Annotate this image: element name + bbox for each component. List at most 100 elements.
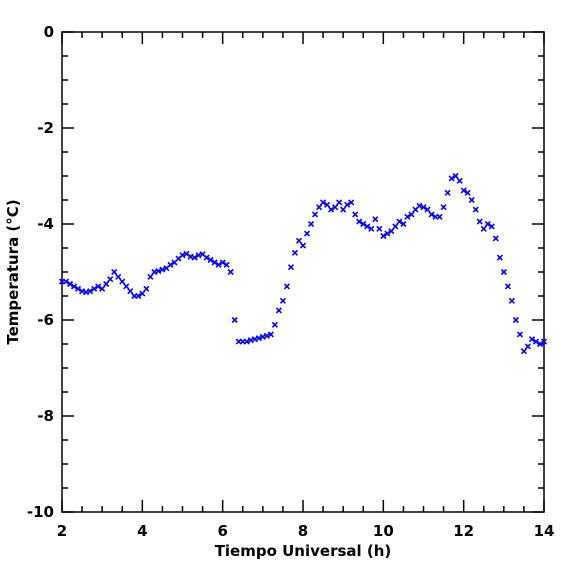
data-point xyxy=(62,278,70,285)
data-point xyxy=(167,261,174,268)
data-point xyxy=(360,220,367,228)
data-point xyxy=(271,321,278,328)
data-point xyxy=(336,199,343,206)
data-point xyxy=(103,280,110,288)
data-point xyxy=(372,216,379,223)
data-point xyxy=(91,285,98,292)
x-tick-label: 12 xyxy=(453,522,474,540)
data-point xyxy=(147,273,154,280)
y-tick-label: -2 xyxy=(37,119,54,137)
data-point xyxy=(440,204,447,211)
data-point xyxy=(111,268,118,276)
data-point xyxy=(303,230,311,237)
data-point xyxy=(231,316,238,324)
data-point xyxy=(191,254,198,261)
data-point xyxy=(307,220,315,228)
data-point xyxy=(524,343,531,350)
data-point xyxy=(340,206,347,213)
x-tick-label: 14 xyxy=(534,522,555,540)
data-point xyxy=(99,285,106,292)
data-point xyxy=(287,264,295,271)
data-point xyxy=(488,223,495,230)
data-point xyxy=(328,206,335,213)
data-point xyxy=(492,235,499,242)
data-point xyxy=(291,249,299,256)
data-point xyxy=(320,199,327,206)
data-point xyxy=(215,261,222,268)
data-point xyxy=(299,242,307,249)
data-point xyxy=(295,237,303,244)
data-point xyxy=(227,268,234,276)
data-point xyxy=(95,283,102,290)
data-point xyxy=(448,175,455,182)
data-point xyxy=(500,268,507,276)
data-point xyxy=(267,331,274,338)
data-point xyxy=(275,307,282,314)
x-tick-label: 2 xyxy=(57,522,67,540)
data-point xyxy=(223,261,230,268)
data-point xyxy=(119,278,126,285)
data-point xyxy=(472,206,479,213)
data-point xyxy=(107,276,114,283)
data-point xyxy=(66,280,74,288)
data-point xyxy=(408,211,415,218)
data-point xyxy=(380,232,387,240)
y-tick-label: 0 xyxy=(44,23,54,41)
data-point xyxy=(159,266,166,273)
x-axis-label: Tiempo Universal (h) xyxy=(215,542,392,560)
data-point xyxy=(368,225,375,232)
data-point xyxy=(496,254,503,261)
data-point xyxy=(139,290,146,297)
data-point xyxy=(364,223,371,230)
data-point xyxy=(424,206,431,213)
data-point xyxy=(436,213,443,220)
data-point xyxy=(179,252,186,259)
data-point xyxy=(504,283,511,290)
data-point xyxy=(456,177,463,184)
data-point xyxy=(468,196,475,204)
data-point xyxy=(420,204,427,211)
data-point xyxy=(356,218,363,225)
data-point xyxy=(115,273,122,280)
y-axis-label: Temperatura (°C) xyxy=(4,199,22,344)
data-point xyxy=(243,338,250,345)
data-point xyxy=(332,204,339,211)
data-point xyxy=(516,331,523,338)
data-point xyxy=(255,335,262,342)
data-point xyxy=(508,297,515,304)
data-point xyxy=(532,338,540,345)
data-point xyxy=(316,204,323,211)
data-point xyxy=(512,316,519,324)
data-point xyxy=(444,189,451,196)
data-point xyxy=(428,211,435,218)
data-point xyxy=(520,348,527,355)
plot-frame xyxy=(61,31,545,513)
data-point xyxy=(480,225,487,232)
data-point xyxy=(279,297,286,304)
data-point xyxy=(127,288,134,295)
data-point xyxy=(384,230,391,237)
data-point xyxy=(87,288,94,295)
y-tick-label: -4 xyxy=(37,215,54,233)
data-point xyxy=(536,340,544,348)
data-point xyxy=(476,218,483,225)
data-point xyxy=(135,292,142,300)
data-point xyxy=(283,283,290,290)
y-tick-label: -6 xyxy=(37,311,54,329)
x-tick-label: 8 xyxy=(298,522,308,540)
data-point xyxy=(263,332,270,339)
data-point xyxy=(75,285,82,292)
data-point xyxy=(324,201,331,208)
data-point xyxy=(344,201,351,208)
y-tick-label: -10 xyxy=(27,503,54,521)
data-point xyxy=(416,202,423,209)
data-point xyxy=(376,225,383,232)
x-tick-label: 6 xyxy=(217,522,227,540)
data-point xyxy=(203,254,210,261)
data-point xyxy=(388,228,395,235)
data-point xyxy=(528,336,536,343)
data-point xyxy=(540,338,548,345)
data-point xyxy=(211,259,218,266)
data-point xyxy=(123,283,130,290)
